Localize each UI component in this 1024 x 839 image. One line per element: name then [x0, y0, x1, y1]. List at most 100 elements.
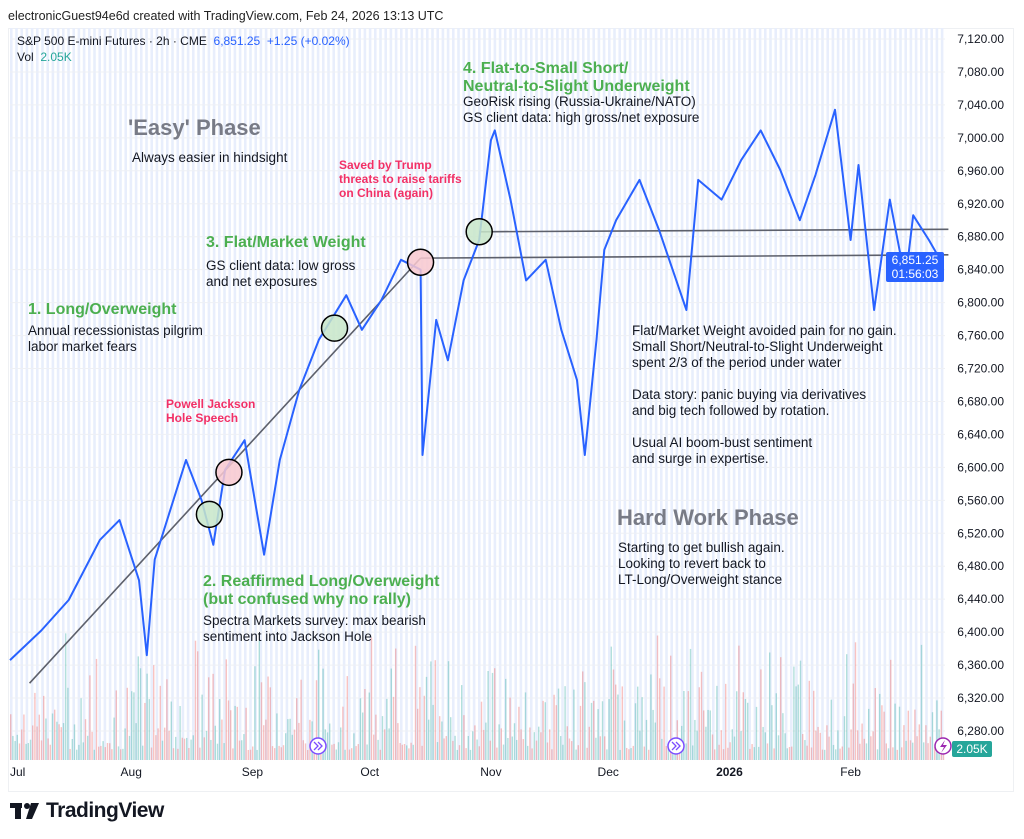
summary-line: Flat/Market Weight avoided pain for no g…	[632, 323, 897, 338]
stage-4-title-line: Neutral-to-Slight Underweight	[463, 78, 690, 95]
volume-bar	[241, 740, 243, 760]
volume-bar	[291, 734, 293, 760]
volume-bar	[892, 747, 894, 760]
session-stripe	[857, 28, 861, 760]
session-stripe	[920, 28, 923, 760]
volume-bar	[390, 668, 392, 760]
volume-bar	[392, 696, 395, 760]
volume-bar	[186, 737, 188, 760]
volume-bar	[16, 734, 18, 760]
y-tick-label: 6,720.00	[957, 362, 1004, 376]
volume-bar	[113, 717, 115, 760]
volume-bar	[335, 749, 337, 760]
circle-marker-pink	[215, 458, 243, 487]
volume-bar	[333, 743, 335, 760]
session-stripe	[436, 28, 439, 760]
tradingview-logo[interactable]: TradingView	[10, 799, 164, 823]
volume-bar	[896, 749, 898, 760]
session-stripe	[862, 28, 866, 760]
volume-bar	[898, 706, 901, 760]
lightning-icon[interactable]	[934, 737, 952, 755]
stage-4-text-line: GS client data: high gross/net exposure	[463, 110, 700, 125]
volume-bar	[214, 725, 216, 760]
volume-bar	[729, 742, 731, 760]
volume-bar	[553, 694, 555, 760]
volume-bar	[925, 725, 927, 760]
volume-bar	[247, 749, 249, 760]
y-tick-label: 7,120.00	[957, 32, 1004, 46]
y-tick-label: 6,360.00	[957, 658, 1004, 672]
volume-bar	[124, 728, 126, 760]
volume-bar	[252, 746, 254, 760]
session-stripe	[774, 28, 777, 760]
session-stripe	[181, 28, 185, 760]
session-stripe	[270, 28, 273, 760]
session-stripe	[462, 28, 465, 760]
volume-bar	[179, 706, 181, 760]
volume-bar	[375, 714, 377, 760]
volume-bar	[901, 747, 903, 760]
session-stripe	[129, 28, 133, 760]
volume-bar	[923, 742, 925, 760]
event-icon[interactable]	[309, 737, 327, 755]
volume-bar	[496, 747, 498, 760]
volume-bar	[337, 742, 340, 760]
volume-bar	[753, 747, 755, 760]
volume-bar	[142, 745, 144, 760]
session-stripe	[613, 28, 616, 760]
session-stripe	[441, 28, 445, 760]
volume-bar	[51, 713, 54, 760]
symbol-legend[interactable]: S&P 500 E-mini Futures · 2h · CME 6,851.…	[17, 34, 350, 48]
volume-bar	[296, 698, 298, 760]
session-stripe	[660, 28, 663, 760]
session-stripe	[171, 28, 174, 760]
x-tick-label: Sep	[242, 765, 264, 779]
volume-bar	[872, 731, 874, 760]
session-stripe	[930, 28, 933, 760]
volume-bar	[656, 635, 659, 760]
volume-bar	[234, 705, 236, 760]
session-stripe	[623, 28, 627, 760]
volume-bar	[879, 693, 881, 760]
session-stripe	[218, 28, 221, 760]
volume-bar	[788, 746, 791, 760]
session-stripe	[311, 28, 315, 760]
volume-bar	[364, 689, 366, 760]
session-stripe	[821, 28, 824, 760]
volume-bar	[249, 749, 252, 760]
volume-bar	[839, 748, 841, 760]
volume-bar	[705, 726, 707, 760]
volume-bar	[520, 729, 522, 760]
volume-bar	[443, 738, 445, 760]
volume-bar	[491, 672, 494, 760]
volume-bar	[109, 743, 111, 760]
volume-bar	[795, 686, 797, 760]
volume-bar	[188, 747, 190, 760]
session-stripe	[426, 28, 429, 760]
volume-bar	[225, 659, 227, 760]
volume-bar	[146, 673, 148, 760]
volume-bar	[177, 748, 179, 760]
session-stripe	[155, 28, 159, 760]
volume-bar	[304, 743, 307, 760]
volume-bar	[232, 748, 234, 760]
session-stripe	[483, 28, 486, 760]
volume-bar	[89, 675, 91, 760]
volume-bar	[861, 723, 863, 760]
session-stripe	[223, 28, 226, 760]
volume-bar	[425, 676, 428, 760]
x-tick-label: Feb	[840, 765, 861, 779]
session-stripe	[46, 28, 49, 760]
volume-bar	[80, 698, 82, 760]
volume-bar	[920, 644, 923, 760]
session-stripe	[15, 28, 18, 760]
session-stripe	[628, 28, 632, 760]
volume-legend[interactable]: Vol 2.05K	[17, 50, 72, 64]
volume-bar	[432, 704, 434, 760]
session-stripe	[51, 28, 55, 760]
volume-bar	[452, 740, 454, 760]
event-icon[interactable]	[667, 737, 685, 755]
volume-bar	[529, 727, 531, 760]
session-stripe	[587, 28, 590, 760]
